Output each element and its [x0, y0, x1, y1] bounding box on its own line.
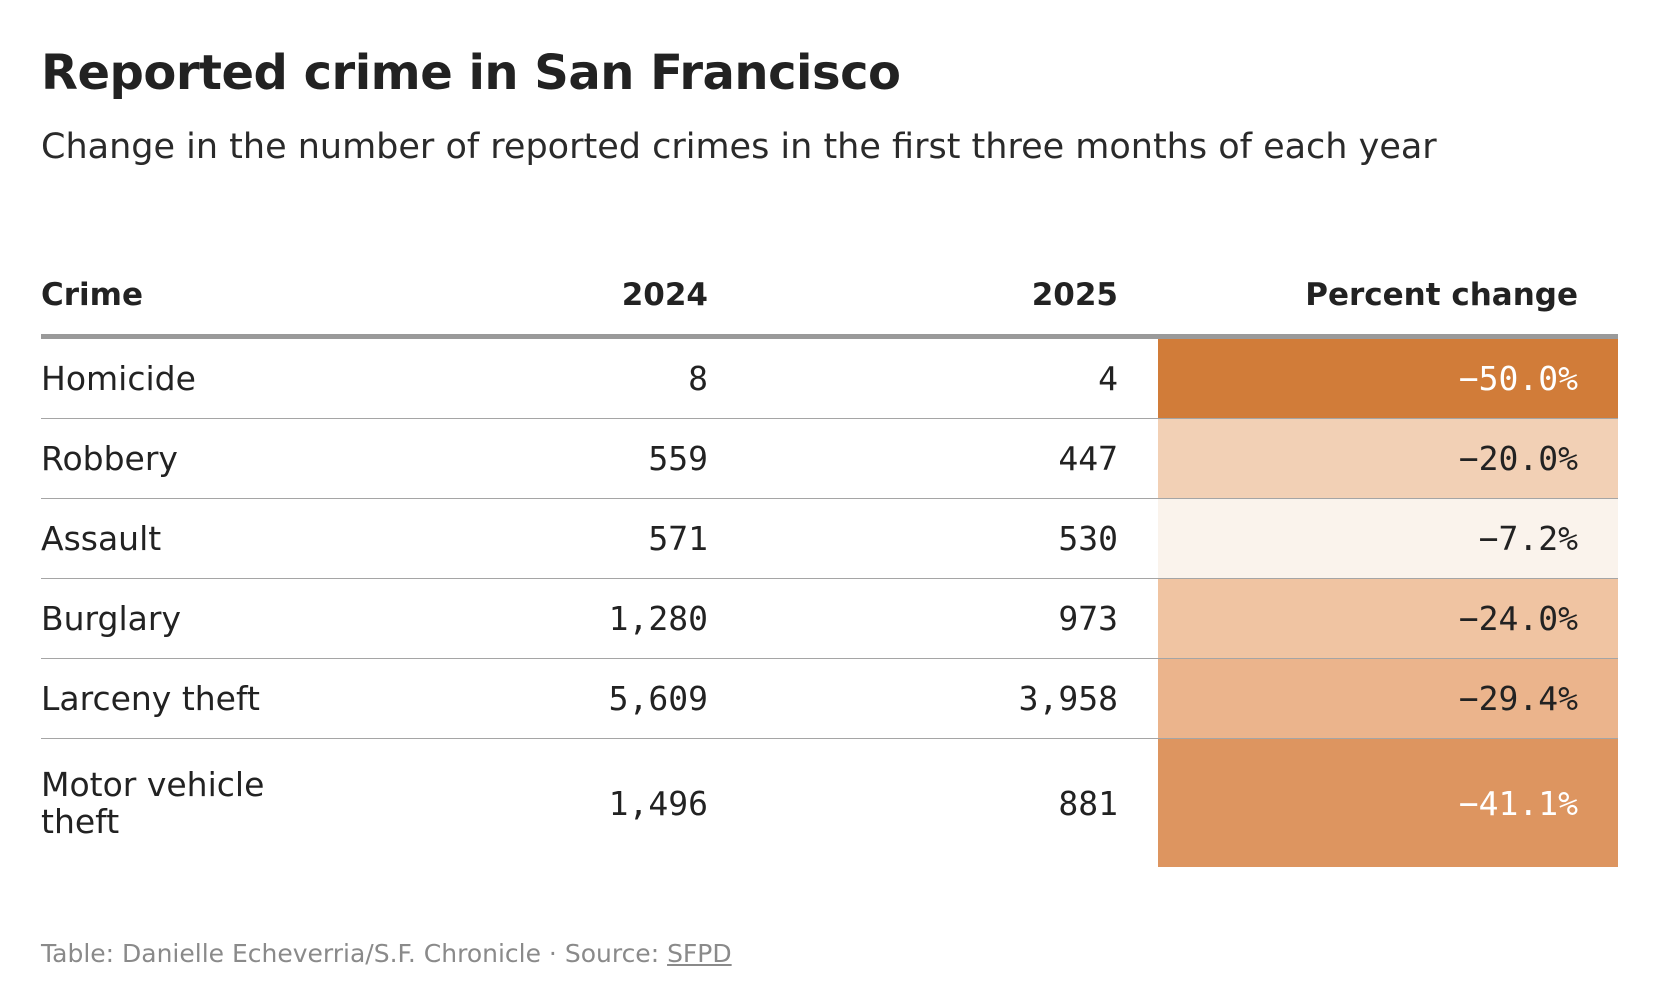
- footer-credit: Table: Danielle Echeverria/S.F. Chronicl…: [41, 938, 732, 970]
- percent-change-cell: −50.0%: [1158, 336, 1618, 419]
- percent-change-cell: −29.4%: [1158, 658, 1618, 739]
- header-2025: 2025: [748, 255, 1158, 339]
- table-header-row: Crime 2024 2025 Percent change: [41, 255, 1618, 339]
- crime-name: Motor vehicle theft: [41, 739, 412, 868]
- header-crime: Crime: [41, 255, 412, 339]
- value-2025: 881: [1058, 783, 1118, 823]
- value-2025: 3,958: [748, 658, 1158, 739]
- value-2024: 571: [412, 498, 748, 579]
- header-2024: 2024: [412, 255, 748, 339]
- table-row: Robbery 559 447 −20.0%: [41, 418, 1618, 499]
- crime-name: Homicide: [41, 336, 412, 419]
- header-percent-change: Percent change: [1158, 255, 1618, 339]
- table-row: Assault 571 530 −7.2%: [41, 498, 1618, 579]
- crime-name: Larceny theft: [41, 658, 412, 739]
- value-2024: 1,496: [608, 783, 708, 823]
- crime-label: Motor vehicle theft: [41, 765, 265, 841]
- value-2024: 1,280: [412, 578, 748, 659]
- credit-text: Table: Danielle Echeverria/S.F. Chronicl…: [41, 939, 668, 968]
- value-2025: 973: [748, 578, 1158, 659]
- source-link[interactable]: SFPD: [667, 939, 732, 968]
- value-2024: 5,609: [412, 658, 748, 739]
- crime-name: Robbery: [41, 418, 412, 499]
- crime-label: Larceny theft: [41, 679, 260, 718]
- value-2025: 447: [748, 418, 1158, 499]
- chart-title: Reported crime in San Francisco: [41, 45, 901, 101]
- crime-name: Assault: [41, 498, 412, 579]
- table-row: Burglary 1,280 973 −24.0%: [41, 578, 1618, 659]
- value-2025: 530: [748, 498, 1158, 579]
- value-2025: 4: [748, 336, 1158, 419]
- table-row: Motor vehicle theft 1,496 881 −41.1%: [41, 738, 1618, 868]
- crime-label: Burglary: [41, 599, 181, 638]
- value-2024: 8: [412, 336, 748, 419]
- chart-subtitle: Change in the number of reported crimes …: [41, 127, 1437, 167]
- crime-label: Homicide: [41, 359, 196, 398]
- percent-change-cell: −7.2%: [1158, 498, 1618, 579]
- value-2024: 559: [412, 418, 748, 499]
- crime-label: Robbery: [41, 439, 178, 478]
- percent-change-cell: −20.0%: [1158, 418, 1618, 499]
- crime-label: Assault: [41, 519, 162, 558]
- table-row: Homicide 8 4 −50.0%: [41, 336, 1618, 419]
- percent-change-cell: −24.0%: [1158, 578, 1618, 659]
- table-row: Larceny theft 5,609 3,958 −29.4%: [41, 658, 1618, 739]
- crime-name: Burglary: [41, 578, 412, 659]
- percent-change-cell: −41.1%: [1158, 738, 1618, 867]
- crime-table: Crime 2024 2025 Percent change Homicide …: [41, 255, 1618, 867]
